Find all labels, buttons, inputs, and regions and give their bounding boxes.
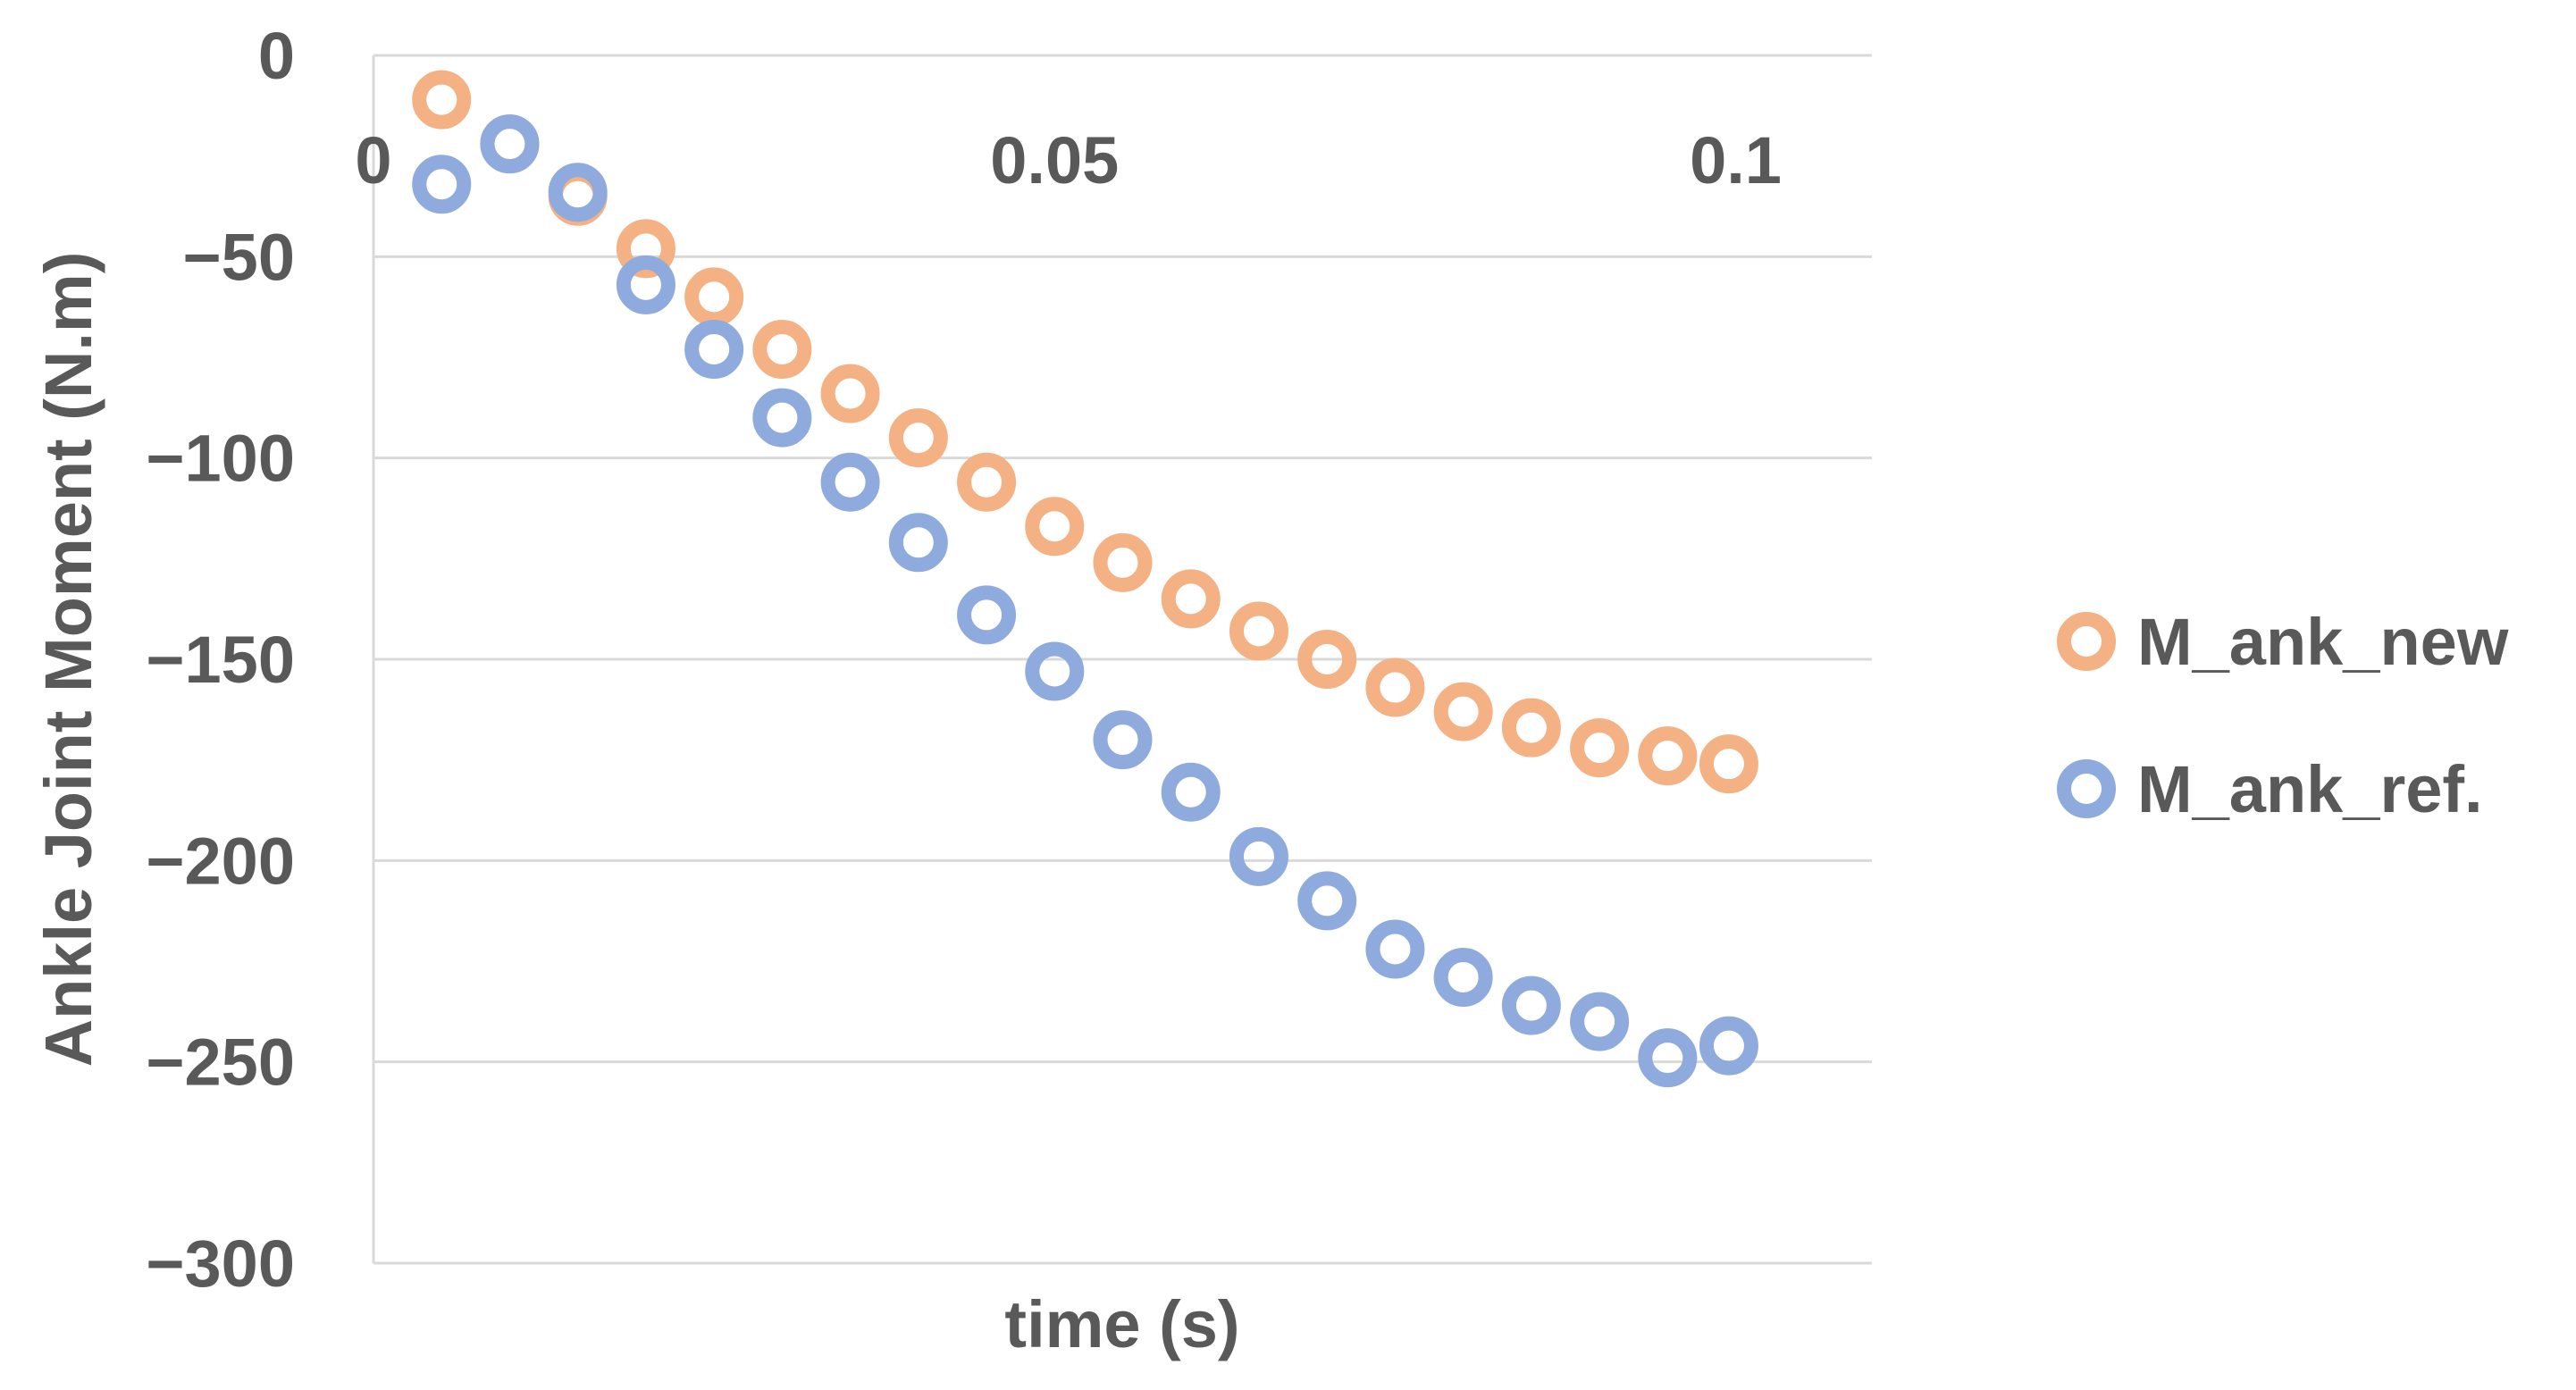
data-point	[1161, 569, 1221, 629]
legend: M_ank_new M_ank_ref.	[2057, 605, 2509, 826]
x-tick-label: 0.05	[990, 123, 1119, 197]
data-point	[412, 70, 472, 130]
data-point	[1025, 641, 1085, 701]
data-point	[1433, 682, 1493, 741]
data-point	[684, 267, 744, 327]
data-point	[1501, 698, 1561, 758]
y-tick-label: −300	[146, 1227, 295, 1301]
data-point	[684, 319, 744, 379]
data-point	[616, 219, 675, 279]
data-point	[1365, 657, 1425, 717]
data-point	[1638, 726, 1698, 786]
data-point	[480, 114, 540, 174]
y-tick-label: 0	[258, 19, 295, 93]
data-point	[1365, 919, 1425, 979]
y-tick-label: −150	[146, 623, 295, 697]
x-axis-title: time (s)	[1004, 1287, 1239, 1361]
data-point	[412, 155, 472, 214]
data-point	[1161, 762, 1221, 822]
data-point	[820, 452, 880, 512]
y-tick-label: −50	[182, 220, 295, 294]
series-m-ank-ref	[412, 114, 1758, 1088]
data-point	[1229, 826, 1288, 886]
data-point	[1501, 976, 1561, 1035]
data-point	[957, 585, 1017, 645]
data-point	[1297, 871, 1357, 931]
data-point	[1025, 497, 1085, 557]
data-point	[752, 388, 812, 448]
y-tick-label: −100	[146, 422, 295, 496]
data-point	[1699, 734, 1758, 794]
x-tick-label: 0.1	[1690, 123, 1782, 197]
data-point	[957, 452, 1017, 512]
legend-marker-m-ank-ref	[2057, 759, 2116, 818]
data-point	[1638, 1028, 1698, 1088]
data-point	[1433, 948, 1493, 1008]
data-point	[888, 513, 948, 573]
data-point	[548, 163, 608, 222]
legend-item-m-ank-ref: M_ank_ref.	[2057, 752, 2483, 826]
grid-lines	[373, 54, 1872, 1265]
data-point	[1570, 718, 1630, 778]
data-point	[752, 319, 812, 379]
data-point	[820, 364, 880, 423]
data-point	[1229, 601, 1288, 661]
legend-label-m-ank-new: M_ank_new	[2137, 605, 2509, 679]
data-series	[412, 70, 1758, 1088]
y-axis-title: Ankle Joint Moment (N.m)	[31, 252, 105, 1068]
data-point	[1297, 630, 1357, 689]
x-tick-labels: 0 0.05 0.1	[355, 123, 1782, 197]
data-point	[1570, 992, 1630, 1051]
legend-marker-m-ank-new	[2057, 612, 2116, 671]
data-point	[1093, 710, 1153, 770]
legend-label-m-ank-ref: M_ank_ref.	[2137, 752, 2483, 826]
data-point	[1699, 1016, 1758, 1076]
data-point	[888, 408, 948, 468]
y-tick-label: −200	[146, 824, 295, 898]
data-point	[1093, 532, 1153, 592]
legend-item-m-ank-new: M_ank_new	[2057, 605, 2509, 679]
y-tick-labels: 0 −50 −100 −150 −200 −250 −300	[146, 19, 295, 1301]
y-tick-label: −250	[146, 1026, 295, 1100]
x-tick-label: 0	[355, 123, 391, 197]
data-point	[616, 255, 675, 314]
